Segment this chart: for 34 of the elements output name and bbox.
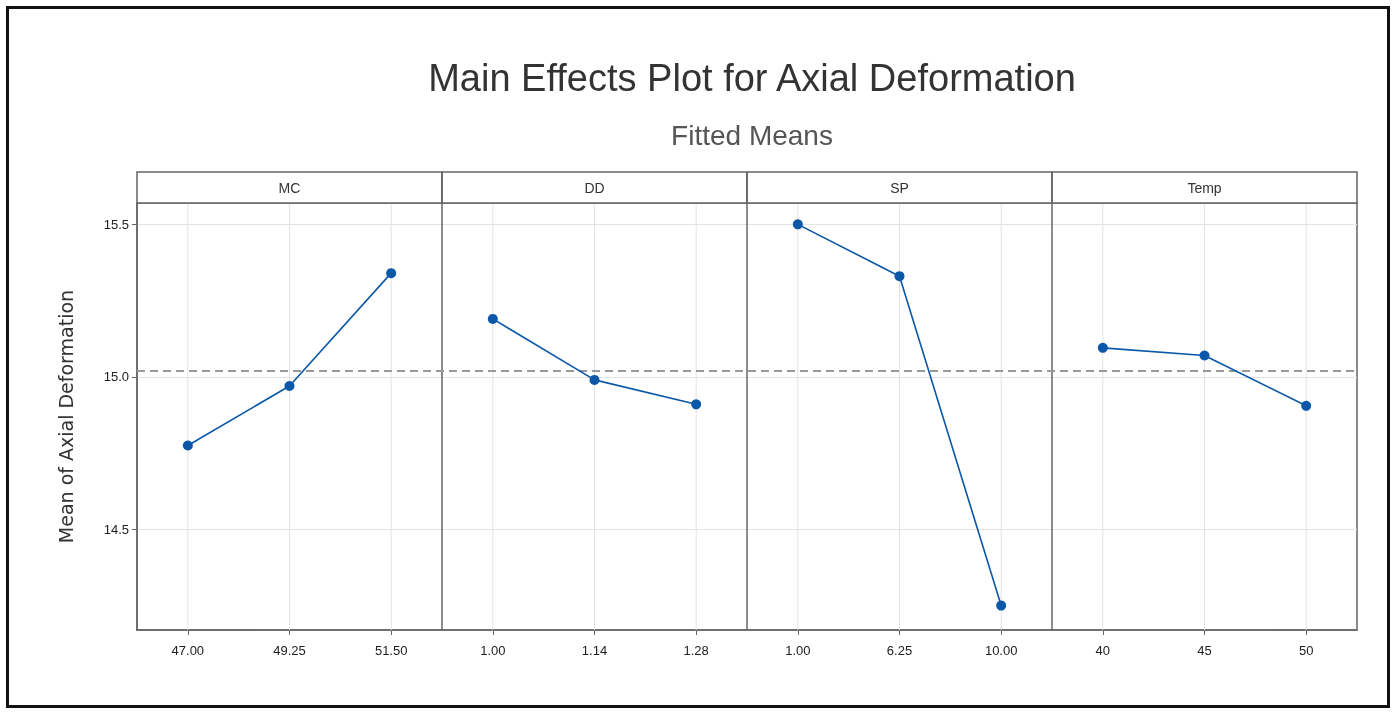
chart-title: Main Effects Plot for Axial Deformation bbox=[428, 57, 1076, 99]
point bbox=[1301, 400, 1312, 411]
x-tick-label: 10.00 bbox=[984, 643, 1018, 658]
chart-subtitle: Fitted Means bbox=[671, 119, 833, 151]
point bbox=[792, 219, 803, 230]
point bbox=[487, 313, 498, 324]
y-tick-label: 15.5 bbox=[103, 216, 129, 232]
x-tick-label: 1.28 bbox=[683, 643, 709, 658]
point bbox=[589, 374, 600, 385]
x-tick-label: 1.14 bbox=[581, 643, 608, 658]
point bbox=[996, 600, 1007, 611]
x-tick-label: 6.25 bbox=[886, 643, 913, 658]
text: Temp bbox=[1187, 179, 1222, 196]
x-tick-label: 49.25 bbox=[273, 643, 306, 658]
y-tick-label: 14.5 bbox=[103, 521, 129, 537]
text: MC bbox=[278, 179, 301, 196]
x-tick-label: 50 bbox=[1298, 643, 1314, 658]
x-tick-label: 1.00 bbox=[480, 643, 506, 658]
point bbox=[1097, 342, 1108, 353]
x-tick-label: 45 bbox=[1197, 643, 1212, 658]
point bbox=[691, 399, 702, 410]
y-tick-label: 15.0 bbox=[103, 369, 129, 385]
point bbox=[284, 381, 295, 391]
x-tick-label: 47.00 bbox=[171, 643, 205, 658]
text: DD bbox=[584, 179, 605, 196]
x-tick-label: 40 bbox=[1095, 643, 1111, 658]
point bbox=[1199, 350, 1210, 361]
point bbox=[386, 268, 397, 279]
point bbox=[182, 440, 193, 451]
text: SP bbox=[890, 179, 909, 196]
point bbox=[894, 271, 905, 282]
x-tick-label: 51.50 bbox=[374, 643, 408, 658]
x-tick-label: 1.00 bbox=[785, 643, 811, 658]
y-axis-title: Mean of Axial Deformation bbox=[54, 289, 77, 544]
